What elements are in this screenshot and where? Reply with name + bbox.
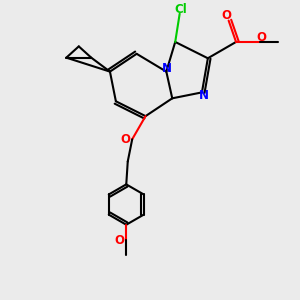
Text: O: O [121, 133, 131, 146]
Text: O: O [115, 234, 125, 247]
Text: O: O [221, 9, 231, 22]
Text: N: N [162, 61, 172, 75]
Text: N: N [199, 89, 209, 102]
Text: O: O [256, 31, 266, 44]
Text: Cl: Cl [175, 3, 188, 16]
